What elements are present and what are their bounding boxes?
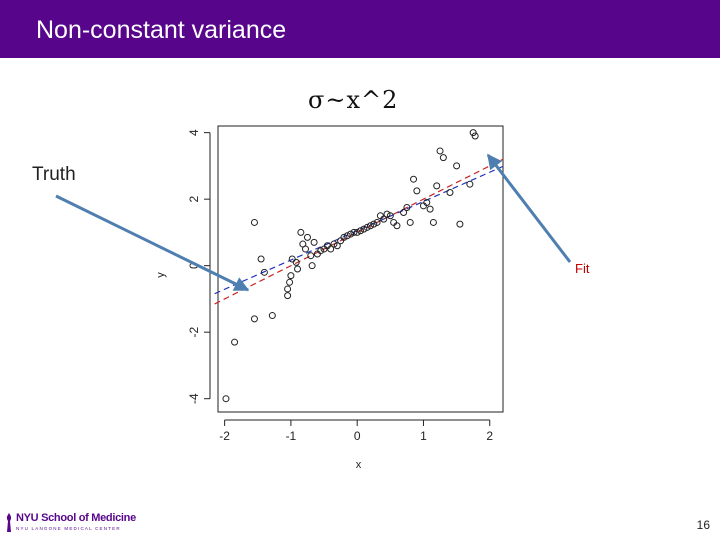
y-tick-label: 0 [187,262,201,269]
slide-title: Non-constant variance [36,16,287,44]
data-point [287,272,295,280]
data-point [410,175,418,183]
data-point [426,205,434,213]
x-tick-label: -1 [286,429,297,443]
plot-frame [217,125,504,413]
data-point [357,227,364,235]
data-point [373,218,381,226]
variance-formula: σ~x^2 [308,86,399,114]
data-point [406,218,414,226]
data-point [393,222,401,230]
data-point [471,132,479,140]
x-tick-label: 1 [420,429,427,443]
data-point [363,223,371,231]
x-tick-label: -2 [219,429,230,443]
data-point [439,154,447,162]
data-point [419,202,427,210]
data-point [307,252,315,260]
page-number: 16 [696,518,710,532]
data-point [333,242,341,250]
data-point [284,292,292,300]
data-point [231,338,239,346]
data-point [250,315,258,323]
data-point [390,218,398,226]
title-bar: Non-constant variance [0,0,720,58]
y-axis-label: y [155,272,167,278]
data-point [350,228,358,236]
nyu-logo: NYU School of Medicine NYU LANGONE MEDIC… [4,512,136,536]
logo-name: NYU School of Medicine [16,512,136,524]
data-point [250,218,258,226]
data-point [310,238,318,246]
data-point [257,255,265,263]
data-point [370,220,378,228]
torch-icon [6,513,12,532]
data-point [268,312,276,320]
scatter-plot: -2 -1 0 1 2 -4 -2 0 2 4 x y [155,125,504,471]
data-point [383,210,391,218]
data-point [286,278,294,286]
data-point [297,228,305,236]
logo-subtitle: NYU LANGONE MEDICAL CENTER [16,526,121,531]
truth-line [214,158,504,305]
data-point [456,220,464,228]
data-point [308,262,316,270]
data-point [353,228,361,236]
data-point [453,162,461,170]
data-point [340,233,348,241]
y-tick-label: -4 [187,393,201,404]
data-point [317,247,325,255]
data-point [294,265,302,273]
data-point [330,240,338,248]
y-tick-label: -2 [187,327,201,338]
x-tick-label: 0 [354,429,361,443]
data-point [343,232,351,240]
data-point [429,218,437,226]
data-point [423,198,431,206]
data-point [466,180,474,188]
data-point [380,215,388,223]
fit-line [214,165,504,295]
data-point [327,245,335,253]
y-tick-label: 2 [187,196,201,203]
data-point [413,187,421,195]
data-point [446,189,454,197]
fit-annotation: Fit [575,261,590,276]
data-point [284,285,292,293]
data-point [386,212,394,220]
data-point [260,268,268,276]
data-point [433,182,441,190]
data-point [303,233,311,241]
x-tick-label: 2 [486,429,493,443]
data-point [292,258,300,266]
data-point [360,225,368,233]
data-point [347,230,355,238]
data-point [366,222,374,230]
truth-annotation: Truth [32,164,76,185]
data-point [436,147,444,155]
data-point [376,212,384,220]
data-point [403,203,411,211]
data-point [400,208,408,216]
x-axis-label: x [356,459,362,471]
data-point [222,395,230,403]
data-point [301,245,309,253]
y-tick-label: 4 [187,129,201,136]
